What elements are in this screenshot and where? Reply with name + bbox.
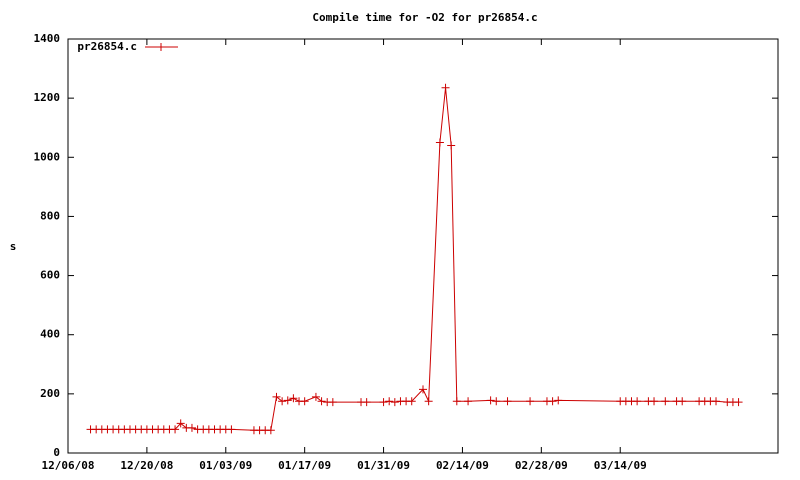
x-tick-label: 01/31/09: [357, 459, 410, 472]
point: [317, 397, 326, 406]
point: [278, 397, 287, 406]
point: [650, 397, 659, 406]
y-tick-label: 0: [53, 446, 60, 459]
y-tick-label: 800: [40, 209, 60, 222]
point: [407, 397, 416, 406]
point: [171, 425, 180, 434]
plot-frame: [67, 38, 779, 454]
point: [311, 392, 320, 401]
point: [419, 385, 427, 394]
point: [227, 425, 236, 434]
point: [272, 392, 281, 401]
point: [452, 397, 461, 406]
point: [379, 398, 388, 407]
point: [633, 397, 642, 406]
point: [289, 394, 298, 403]
point: [503, 397, 512, 406]
x-tick-label: 12/20/08: [120, 459, 173, 472]
point: [187, 423, 196, 432]
point: [424, 397, 433, 406]
point: [300, 397, 309, 406]
point: [464, 397, 473, 406]
point: [266, 426, 275, 435]
legend-marker: [157, 43, 165, 51]
x-tick-label: 01/17/09: [278, 459, 331, 472]
point: [554, 396, 563, 405]
point: [526, 397, 535, 406]
y-tick-label: 1200: [34, 91, 61, 104]
point: [283, 396, 292, 405]
point: [390, 398, 399, 407]
point: [678, 397, 687, 406]
y-tick-label: 1400: [34, 32, 61, 45]
x-tick-label: 01/03/09: [199, 459, 252, 472]
point: [441, 83, 450, 92]
point: [548, 397, 557, 406]
point: [661, 397, 670, 406]
point: [486, 396, 495, 405]
y-tick-label: 400: [40, 328, 60, 341]
y-tick-label: 600: [40, 269, 60, 282]
point: [435, 138, 444, 147]
point: [176, 419, 185, 428]
point: [492, 397, 501, 406]
legend-label: pr26854.c: [77, 40, 137, 53]
y-tick-label: 200: [40, 387, 60, 400]
x-tick-label: 03/14/09: [594, 459, 647, 472]
chart-title: Compile time for -O2 for pr26854.c: [312, 11, 537, 24]
x-tick-label: 02/28/09: [515, 459, 568, 472]
point: [328, 398, 337, 407]
y-tick-label: 1000: [34, 150, 61, 163]
point: [362, 398, 371, 407]
point: [447, 141, 456, 150]
point: [734, 398, 743, 407]
point: [385, 397, 394, 406]
x-tick-label: 12/06/08: [42, 459, 95, 472]
point: [712, 397, 721, 406]
x-tick-label: 02/14/09: [436, 459, 489, 472]
y-axis-label: s: [10, 240, 17, 253]
